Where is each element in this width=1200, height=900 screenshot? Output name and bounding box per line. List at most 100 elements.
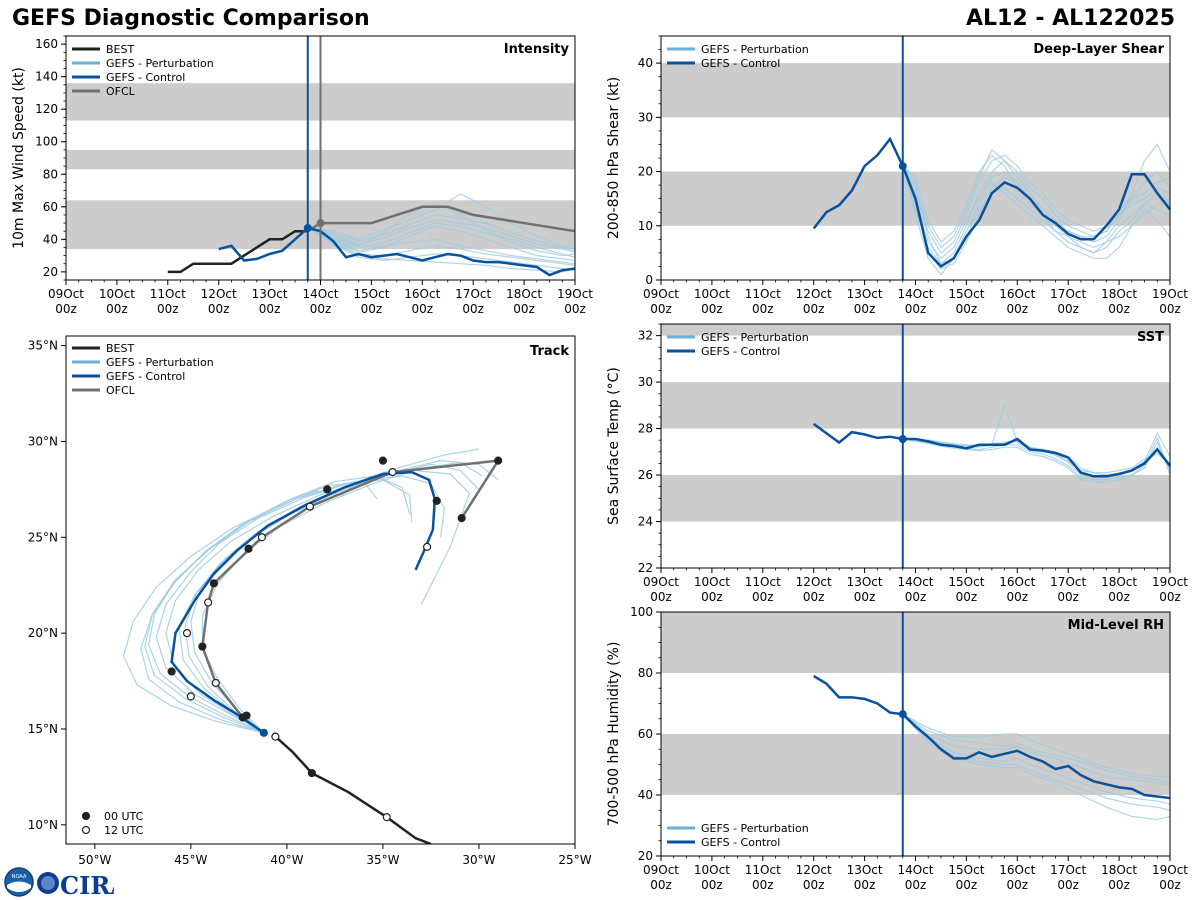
intensity-perturbation-line-0 — [307, 225, 576, 262]
track-legend-label-2: GEFS - Control — [106, 370, 185, 383]
shear-xtick-sublabel-8: 00z — [1057, 302, 1079, 316]
track-perturbation-line-3 — [190, 459, 499, 734]
track-plot-area — [122, 448, 503, 844]
sst-xtick-label-1: 10Oct — [694, 575, 730, 589]
sst-xtick-label-8: 17Oct — [1050, 575, 1086, 589]
track-ofcl-marker-8 — [494, 456, 503, 465]
intensity-perturbation-line-4 — [307, 227, 576, 265]
shear-perturbation-line-4 — [902, 143, 1171, 249]
sst-xtick-label-6: 15Oct — [948, 575, 984, 589]
track-marker-legend-label-0: 00 UTC — [104, 810, 144, 823]
intensity-xtick-label-5: 14Oct — [302, 287, 338, 301]
intensity-perturbation-line-1 — [307, 202, 576, 257]
track-marker-legend-symbol-1 — [81, 825, 91, 835]
shear-legend-label-0: GEFS - Perturbation — [701, 43, 809, 56]
sst-xtick-label-4: 13Oct — [847, 575, 883, 589]
shear-xtick-label-4: 13Oct — [847, 287, 883, 301]
track-ytick-label-3: 25°N — [28, 530, 58, 544]
track-ofcl-line — [201, 459, 501, 720]
sst-xtick-sublabel-6: 00z — [956, 590, 978, 604]
rh-xtick-label-4: 13Oct — [847, 863, 883, 877]
sst-xtick-label-0: 09Oct — [643, 575, 679, 589]
svg-text:CIRA: CIRA — [60, 871, 114, 898]
rh-xtick-label-2: 11Oct — [745, 863, 781, 877]
noaa-logo: NOAA — [4, 867, 34, 897]
figure-title: GEFS Diagnostic Comparison — [12, 6, 370, 31]
sst-ytick-label-4: 30 — [638, 375, 653, 389]
rh-perturbation-line-5 — [902, 713, 1171, 805]
intensity-xtick-label-1: 10Oct — [99, 287, 135, 301]
shear-ylabel: 200-850 hPa Shear (kt) — [606, 77, 622, 239]
shear-xtick-sublabel-9: 00z — [1108, 302, 1130, 316]
intensity-xtick-label-2: 11Oct — [150, 287, 186, 301]
intensity-ytick-label-7: 160 — [35, 37, 58, 51]
intensity-xtick-sublabel-3: 00z — [208, 302, 230, 316]
shear-xtick-label-3: 12Oct — [796, 287, 832, 301]
track-best-marker-1 — [307, 768, 316, 778]
sst-xtick-sublabel-5: 00z — [905, 590, 927, 604]
shear-xtick-label-5: 14Oct — [897, 287, 933, 301]
track-ofcl-marker-2 — [198, 642, 207, 651]
rh-ytick-label-3: 80 — [638, 666, 653, 680]
shear-xtick-sublabel-4: 00z — [854, 302, 876, 316]
agency-logos: NOAA CIRA — [4, 867, 114, 898]
track-ofcl-marker-4 — [209, 579, 218, 588]
track-ofcl-marker-7 — [388, 468, 397, 477]
sst-xtick-label-10: 19Oct — [1152, 575, 1188, 589]
sst-control-line — [812, 422, 1171, 478]
track-xtick-label-0: 50°W — [78, 853, 111, 867]
intensity-xtick-label-9: 18Oct — [506, 287, 542, 301]
track-marker-legend-label-1: 12 UTC — [104, 824, 144, 837]
track-perturbation-line-4 — [147, 481, 378, 734]
sst-xtick-sublabel-7: 00z — [1007, 590, 1029, 604]
track-best-marker-2 — [271, 732, 280, 741]
rh-xtick-sublabel-9: 00z — [1108, 878, 1130, 892]
shear-xtick-sublabel-6: 00z — [956, 302, 978, 316]
shear-xtick-sublabel-7: 00z — [1007, 302, 1029, 316]
intensity-legend-label-2: GEFS - Control — [106, 71, 185, 84]
cira-logo: CIRA — [37, 871, 114, 898]
intensity-best-line — [167, 229, 308, 274]
track-xtick-label-2: 40°W — [270, 853, 303, 867]
rh-xtick-sublabel-6: 00z — [956, 878, 978, 892]
sst-xtick-label-9: 18Oct — [1101, 575, 1137, 589]
track-ytick-label-0: 10°N — [28, 818, 58, 832]
sst-xtick-label-5: 14Oct — [897, 575, 933, 589]
intensity-ytick-label-4: 100 — [35, 135, 58, 149]
shear-control-point — [898, 162, 907, 171]
rh-xtick-sublabel-5: 00z — [905, 878, 927, 892]
shear-perturbation-line-2 — [902, 154, 1171, 254]
track-position-marker-1 — [167, 667, 176, 676]
rh-band-0 — [661, 734, 1170, 795]
track-xtick-label-1: 45°W — [174, 853, 207, 867]
intensity-ytick-label-6: 140 — [35, 70, 58, 84]
intensity-xtick-sublabel-8: 00z — [462, 302, 484, 316]
shear-xtick-label-8: 17Oct — [1050, 287, 1086, 301]
intensity-legend-label-3: OFCL — [106, 85, 136, 98]
intensity-xtick-label-10: 19Oct — [557, 287, 593, 301]
intensity-xtick-label-6: 15Oct — [353, 287, 389, 301]
track-perturbation-line-0 — [155, 475, 446, 734]
storm-id: AL12 - AL122025 — [966, 6, 1175, 31]
sst-xtick-label-7: 16Oct — [999, 575, 1035, 589]
sst-band-0 — [661, 475, 1170, 522]
track-ytick-label-5: 35°N — [28, 339, 58, 353]
sst-xtick-sublabel-1: 00z — [701, 590, 723, 604]
intensity-perturbation-line-3 — [307, 193, 576, 250]
shear-title: Deep-Layer Shear — [1033, 42, 1164, 57]
track-position-marker-2 — [186, 692, 195, 701]
sst-ylabel: Sea Surface Temp (°C) — [606, 367, 622, 525]
rh-xtick-label-9: 18Oct — [1101, 863, 1137, 877]
track-legend-label-0: BEST — [106, 342, 134, 355]
shear-xtick-label-2: 11Oct — [745, 287, 781, 301]
rh-ytick-label-4: 100 — [630, 605, 653, 619]
intensity-xtick-label-0: 09Oct — [48, 287, 84, 301]
shear-xtick-label-1: 10Oct — [694, 287, 730, 301]
sst-xtick-sublabel-0: 00z — [650, 590, 672, 604]
shear-xtick-sublabel-3: 00z — [803, 302, 825, 316]
sst-ytick-label-5: 32 — [638, 329, 653, 343]
sst-ytick-label-1: 24 — [638, 515, 653, 529]
intensity-xtick-sublabel-7: 00z — [412, 302, 434, 316]
shear-legend-label-1: GEFS - Control — [701, 57, 780, 70]
track-position-marker-5 — [323, 485, 332, 494]
